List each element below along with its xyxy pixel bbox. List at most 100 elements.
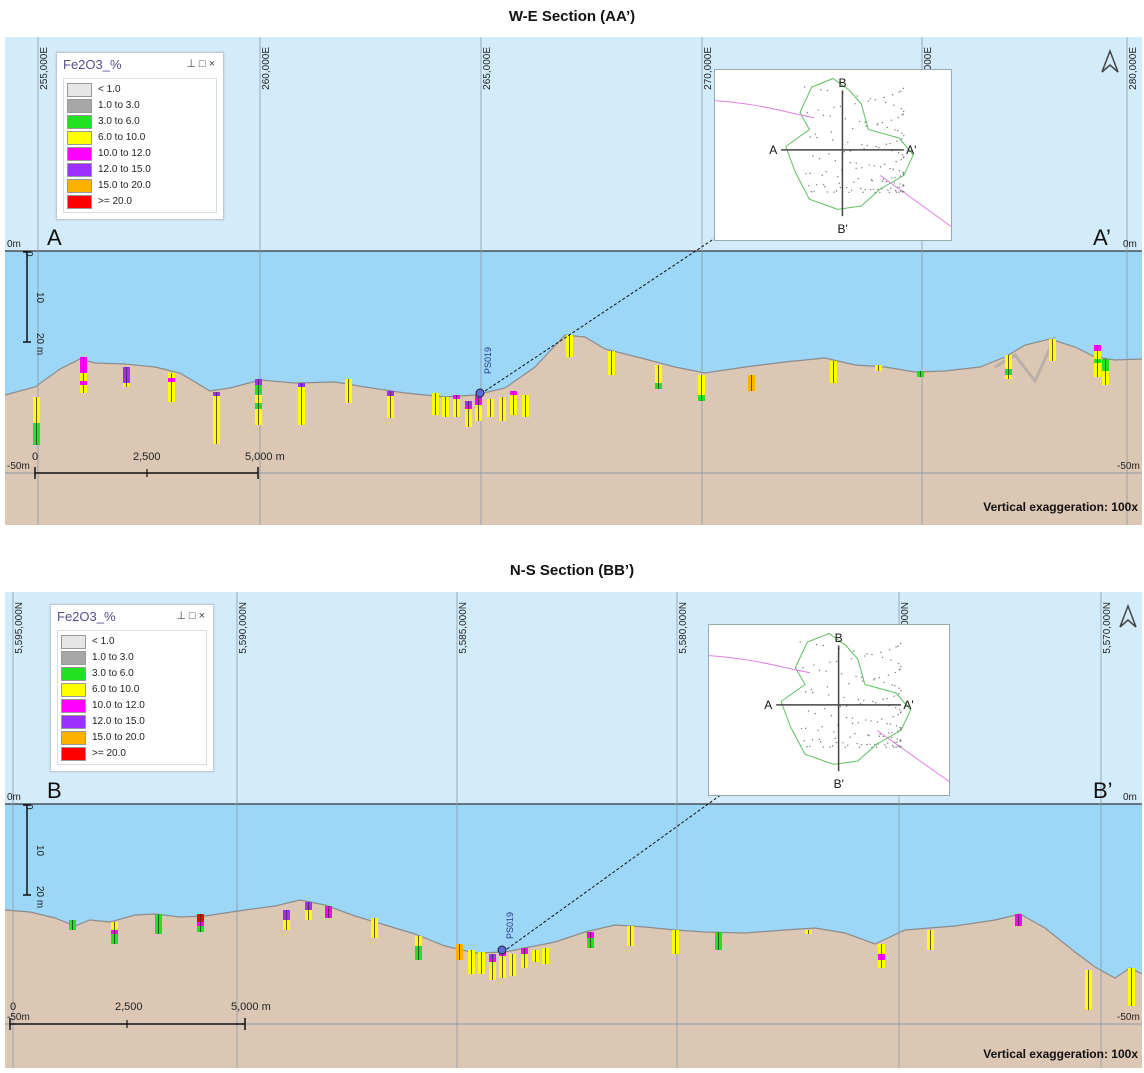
inset-sample-point — [894, 671, 896, 674]
legend-swatch — [61, 731, 86, 745]
inset-sample-point — [884, 744, 886, 746]
section-start-label: B — [47, 778, 62, 803]
section-start-label: A — [47, 225, 62, 250]
legend-panel[interactable]: Fe2O3_% ⊥□× < 1.0 1.0 to 3.0 3.0 to 6.0 6.0… — [50, 604, 214, 772]
inset-sample-point — [808, 185, 810, 187]
inset-sample-point — [902, 110, 905, 113]
inset-sample-point — [869, 188, 872, 191]
inset-sample-point — [839, 105, 842, 108]
inset-sample-point — [879, 733, 881, 736]
section-panel-we[interactable]: 0 10 20 m 0m 0m -50m -50m A A’ 255,000E … — [5, 37, 1142, 525]
legend-swatch — [67, 179, 92, 193]
inset-sample-point — [903, 156, 905, 158]
inset-sample-point — [894, 189, 897, 192]
inset-sample-point — [839, 705, 842, 708]
legend-swatch — [67, 147, 92, 161]
depth-tick-0: 0 — [23, 804, 34, 810]
inset-sample-point — [884, 101, 887, 104]
drillhole — [111, 922, 118, 944]
legend-item: 10.0 to 12.0 — [64, 146, 214, 161]
inset-sample-point — [902, 173, 905, 176]
inset-sample-point — [877, 188, 879, 191]
inset-sample-point — [833, 191, 835, 193]
legend-label: < 1.0 — [98, 84, 121, 95]
legend-item: >= 20.0 — [64, 194, 214, 209]
drillhole — [415, 936, 422, 960]
legend-panel[interactable]: Fe2O3_% ⊥□× < 1.0 1.0 to 3.0 3.0 to 6.0 6.0… — [56, 52, 224, 220]
legend-window-controls[interactable]: ⊥□× — [176, 610, 208, 622]
inset-sample-point — [890, 737, 893, 739]
scale-label-0: 0 — [32, 451, 39, 463]
inset-sample-point — [864, 121, 866, 123]
inset-sample-point — [879, 191, 881, 194]
depth-tick-20: 20 m — [34, 886, 45, 909]
inset-sample-point — [871, 653, 873, 656]
inset-sample-point — [845, 716, 848, 719]
inset-sample-point — [876, 124, 878, 126]
legend-item: 15.0 to 20.0 — [64, 178, 214, 193]
drillhole — [155, 914, 162, 934]
inset-sample-point — [900, 711, 902, 713]
drillhole — [587, 932, 594, 948]
inset-sample-point — [898, 693, 900, 695]
inset-sample-point — [896, 730, 899, 732]
inset-sample-point — [851, 722, 854, 725]
inset-sample-point — [891, 731, 893, 734]
inset-sample-point — [869, 98, 872, 100]
drillhole — [489, 954, 496, 980]
drillhole — [510, 391, 517, 415]
inset-sample-point — [900, 107, 903, 110]
inset-sample-point — [861, 167, 863, 169]
drillhole — [698, 375, 705, 401]
terrain-profile-line — [5, 334, 1142, 398]
drillhole — [345, 379, 352, 403]
inset-sample-point — [822, 114, 825, 117]
legend-label: 6.0 to 10.0 — [92, 684, 140, 695]
drillhole — [197, 914, 204, 932]
depth-label-top-right: 0m — [1123, 792, 1137, 803]
section-canvas-we — [5, 37, 1142, 525]
inset-sample-point — [880, 651, 882, 654]
inset-sample-point — [875, 145, 877, 148]
drillhole — [69, 920, 76, 930]
vertical-exaggeration-note: Vertical exaggeration: 100x — [983, 1047, 1138, 1061]
drillhole — [1128, 968, 1135, 1006]
section-panel-ns[interactable]: 0 10 20 m 0m 0m -50m -50m B B’ 5,595,000… — [5, 592, 1142, 1068]
drillhole — [475, 395, 482, 421]
inset-sample-point — [882, 178, 884, 181]
inset-sample-point — [901, 154, 904, 156]
inset-sample-point — [893, 746, 895, 748]
section-end-label: B’ — [1093, 778, 1113, 803]
drillhole — [1094, 345, 1101, 377]
drillhole — [456, 944, 463, 960]
inset-sample-point — [898, 191, 900, 193]
inset-sample-point — [893, 741, 896, 744]
drillhole — [655, 365, 662, 389]
inset-sample-point — [898, 709, 901, 711]
inset-sample-point — [858, 746, 861, 749]
inset-outline — [785, 77, 914, 210]
inset-sample-point — [902, 172, 905, 174]
inset-sample-point — [825, 171, 827, 173]
legend-label: >= 20.0 — [92, 748, 126, 759]
legend-list: < 1.0 1.0 to 3.0 3.0 to 6.0 6.0 to 10.0 10.0… — [63, 78, 217, 213]
drillhole — [499, 952, 506, 978]
inset-sample-point — [894, 707, 897, 709]
inset-label-b-prime: B' — [837, 222, 847, 236]
inset-sample-point — [898, 170, 901, 172]
inset-label-a: A — [764, 698, 772, 712]
drillhole — [432, 393, 439, 415]
inset-sample-point — [888, 732, 890, 734]
grid-label: 265,000E — [482, 47, 493, 90]
inset-sample-point — [887, 674, 890, 676]
inset-sample-point — [899, 175, 902, 177]
inset-sample-point — [845, 705, 848, 707]
inset-sample-point — [814, 133, 817, 136]
legend-window-controls[interactable]: ⊥□× — [186, 58, 218, 70]
inset-sample-point — [855, 675, 857, 678]
inset-sample-point — [869, 743, 871, 745]
inset-sample-point — [881, 122, 884, 124]
inset-sample-point — [849, 736, 851, 738]
inset-sample-point — [868, 164, 871, 166]
inset-sample-point — [849, 150, 852, 152]
